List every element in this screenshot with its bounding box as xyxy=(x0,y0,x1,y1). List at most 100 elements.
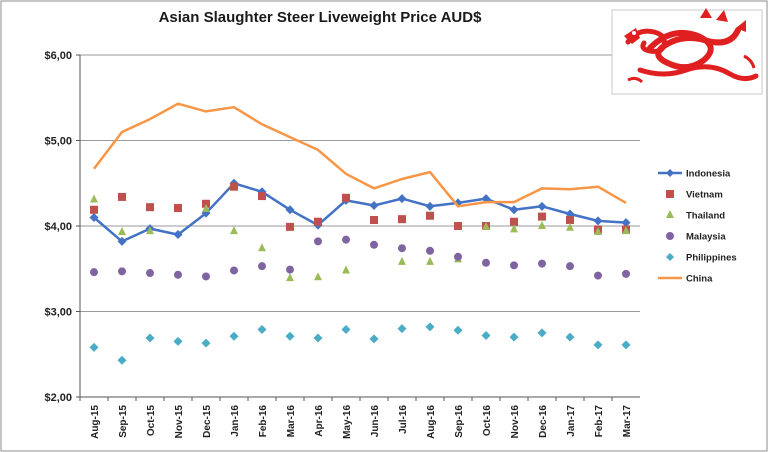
legend-item-malaysia: Malaysia xyxy=(666,232,726,243)
point-thailand xyxy=(258,243,266,252)
point-vietnam xyxy=(510,217,518,226)
series-thailand xyxy=(90,194,630,282)
point-philippines xyxy=(593,340,603,350)
point-philippines xyxy=(425,322,435,332)
y-tick-labels: $2,00 $3,00 $4,00 $5,00 $6,00 xyxy=(44,50,72,404)
point-indonesia xyxy=(285,205,295,215)
point-thailand xyxy=(622,226,630,235)
point-philippines xyxy=(285,331,295,341)
point-philippines xyxy=(369,334,379,344)
point-philippines xyxy=(565,332,575,342)
y-tick-label: $4,00 xyxy=(44,221,72,233)
point-philippines xyxy=(666,253,674,261)
dragon-icon xyxy=(611,8,763,95)
x-tick-label: Feb-16 xyxy=(258,405,269,438)
point-thailand xyxy=(342,265,350,274)
point-vietnam xyxy=(314,217,322,226)
point-philippines xyxy=(229,331,239,341)
emblem-frame xyxy=(611,9,763,95)
point-malaysia xyxy=(90,268,98,277)
point-indonesia xyxy=(509,205,519,215)
y-tick-label: $6,00 xyxy=(44,50,72,62)
point-thailand xyxy=(566,222,574,231)
x-tick-label: Jul-16 xyxy=(398,405,409,434)
point-philippines xyxy=(481,330,491,340)
x-tick-label: Jan-16 xyxy=(230,405,241,437)
y-tick-label: $3,00 xyxy=(44,307,72,319)
point-indonesia xyxy=(173,230,183,240)
legend-label: China xyxy=(686,274,713,285)
point-indonesia xyxy=(369,200,379,210)
point-philippines xyxy=(453,325,463,335)
legend-item-thailand: Thailand xyxy=(666,210,725,222)
point-malaysia xyxy=(314,237,322,246)
y-tick-label: $2,00 xyxy=(44,392,72,404)
point-malaysia xyxy=(230,266,238,275)
x-tick-label: Dec-16 xyxy=(538,405,549,438)
point-indonesia xyxy=(621,218,631,228)
point-vietnam xyxy=(538,212,546,221)
point-vietnam xyxy=(118,192,126,201)
x-tick-label: Jan-17 xyxy=(566,405,577,437)
point-thailand xyxy=(510,224,518,233)
point-philippines xyxy=(509,332,519,342)
series-line-china xyxy=(93,102,627,208)
series-china xyxy=(93,102,627,208)
point-vietnam xyxy=(286,222,294,231)
point-vietnam xyxy=(370,216,378,225)
point-malaysia xyxy=(398,244,406,253)
gridlines xyxy=(76,54,640,398)
point-vietnam xyxy=(230,182,238,191)
point-thailand xyxy=(90,194,98,203)
point-indonesia xyxy=(537,201,547,211)
point-indonesia xyxy=(666,169,674,177)
point-vietnam xyxy=(342,193,350,202)
point-malaysia xyxy=(482,258,490,267)
legend-label: Vietnam xyxy=(686,190,723,201)
x-tick-label: Aug-16 xyxy=(426,405,437,439)
legend-item-vietnam: Vietnam xyxy=(666,190,723,201)
point-thailand xyxy=(146,226,154,235)
point-vietnam xyxy=(174,204,182,213)
point-philippines xyxy=(145,333,155,343)
x-tick-label: Nov-16 xyxy=(510,405,521,439)
point-vietnam xyxy=(258,192,266,201)
point-thailand xyxy=(314,272,322,281)
point-philippines xyxy=(341,324,351,334)
x-tick-label: Aug-15 xyxy=(90,405,101,439)
point-thailand xyxy=(286,273,294,282)
point-malaysia xyxy=(286,265,294,274)
point-indonesia xyxy=(593,216,603,226)
point-malaysia xyxy=(426,246,434,255)
point-malaysia xyxy=(174,270,182,279)
point-thailand xyxy=(666,210,674,218)
point-philippines xyxy=(89,342,99,352)
legend-item-indonesia: Indonesia xyxy=(658,169,731,180)
point-thailand xyxy=(538,221,546,229)
point-indonesia xyxy=(89,212,99,222)
point-indonesia xyxy=(425,201,435,211)
point-malaysia xyxy=(118,267,126,276)
point-vietnam xyxy=(202,199,210,208)
series-philippines xyxy=(89,322,631,365)
x-tick-label: Oct-16 xyxy=(482,405,493,437)
point-philippines xyxy=(173,336,183,346)
x-tick-label: Nov-15 xyxy=(174,405,185,439)
plot-area xyxy=(89,102,631,365)
point-thailand xyxy=(594,226,602,235)
point-philippines xyxy=(397,324,407,334)
legend-item-philippines: Philippines xyxy=(666,253,737,264)
point-thailand xyxy=(230,226,238,235)
x-tick-label: Oct-15 xyxy=(146,405,157,437)
point-malaysia xyxy=(594,271,602,280)
point-vietnam xyxy=(146,203,154,212)
point-malaysia xyxy=(666,232,674,240)
point-malaysia xyxy=(454,252,462,261)
x-tick-label: Mar-16 xyxy=(286,405,297,438)
point-malaysia xyxy=(510,261,518,270)
x-tick-label: Mar-17 xyxy=(622,405,633,438)
point-malaysia xyxy=(146,269,154,278)
point-vietnam xyxy=(566,216,574,225)
x-tick-label: Dec-15 xyxy=(202,405,213,438)
